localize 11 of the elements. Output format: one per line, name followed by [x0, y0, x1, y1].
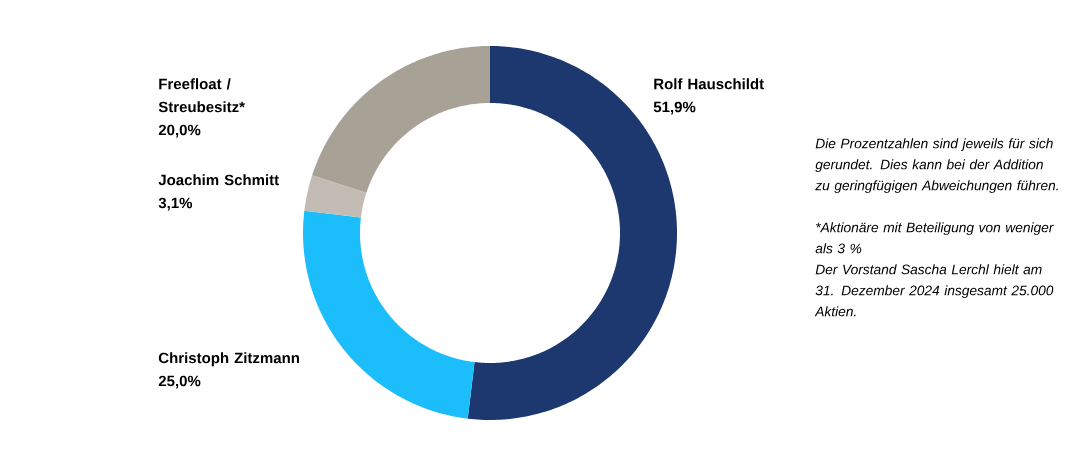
- text: Die Prozentzahlen sind jeweils für sich gerundet. Dies kann bei der Addition zu geringfügigen Abweichungen führen.: [815, 138, 1058, 194]
- slice-label: Freefloat / Streubesitz*: [158, 78, 245, 113]
- data-label: 25,0%: [158, 375, 201, 389]
- slice-label: Christoph Zitzmann: [158, 352, 300, 367]
- slice-label: Rolf Hauschildt: [654, 78, 764, 90]
- text: Der Vorstand Sascha Lerchl hielt am 31. Dezember 2024 insgesamt 25.000 Aktien.: [814, 264, 1054, 317]
- slice-label: Joachim Schmitt: [158, 174, 279, 186]
- data-label: 20,0%: [158, 124, 201, 138]
- data-label: 51,9%: [653, 101, 696, 115]
- data-label: 3,1%: [158, 197, 193, 211]
- text: *Aktionäre mit Beteiligung von weniger als 3 %: [815, 222, 1054, 254]
